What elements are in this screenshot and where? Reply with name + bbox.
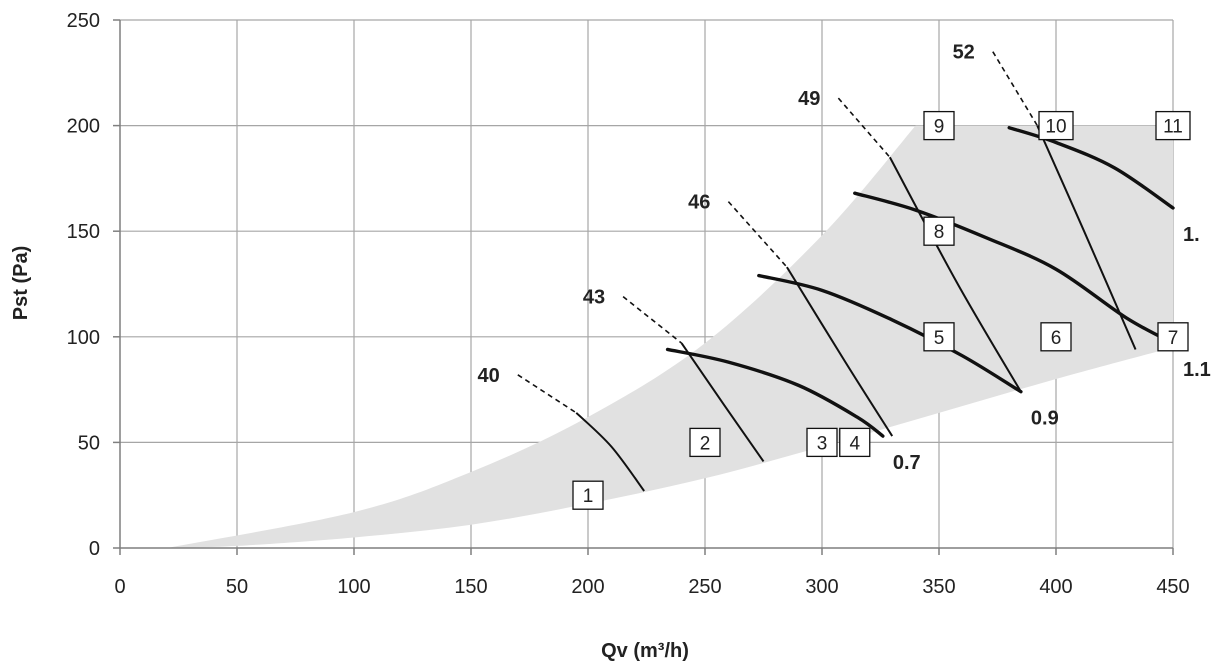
x-axis-title: Qv (m³/h) bbox=[601, 640, 689, 662]
operating-point-label: 11 bbox=[1163, 117, 1183, 138]
speed-label-40: 40 bbox=[478, 365, 500, 387]
y-tick-label: 150 bbox=[67, 221, 100, 243]
speed-label-49: 49 bbox=[798, 88, 820, 110]
operating-point-box bbox=[806, 427, 838, 458]
y-axis-title: Pst (Pa) bbox=[10, 246, 32, 320]
y-tick-label: 50 bbox=[78, 432, 100, 454]
speed-curve-52-dashed bbox=[992, 51, 1038, 127]
operating-point-label: 2 bbox=[700, 433, 711, 454]
operating-point-box bbox=[1157, 322, 1189, 352]
system-label: 0.7 bbox=[893, 452, 921, 474]
y-tick-label: 0 bbox=[89, 538, 100, 560]
operating-point-box bbox=[923, 322, 955, 352]
operating-point-box bbox=[572, 480, 604, 510]
operating-point-box bbox=[1040, 322, 1072, 352]
operating-point-box bbox=[923, 110, 955, 141]
axes: 0 50 100 150 200 250 300 350 400 450 0 50 100 150 200 2… bbox=[67, 10, 1190, 598]
speed-curve-43-dashed bbox=[622, 296, 683, 344]
operating-point-label: 6 bbox=[1051, 328, 1062, 349]
operating-point-label: 8 bbox=[934, 222, 945, 243]
speed-curve-43 bbox=[680, 342, 765, 462]
system-curve-0-7 bbox=[665, 347, 885, 438]
operating-point-1: 1 bbox=[572, 480, 604, 510]
operating-point-label: 10 bbox=[1045, 117, 1066, 138]
operating-point-label: 3 bbox=[817, 433, 828, 454]
x-tick-label: 250 bbox=[688, 576, 721, 598]
operating-point-label: 4 bbox=[849, 433, 860, 454]
operating-point-2: 2 bbox=[689, 427, 721, 458]
speed-curve-40-dashed bbox=[517, 374, 577, 414]
operating-point-box bbox=[1038, 110, 1074, 141]
speed-curve-40 bbox=[575, 412, 645, 492]
operating-point-8: 8 bbox=[923, 216, 955, 246]
operating-point-11: 11 bbox=[1155, 110, 1191, 141]
speed-label-46: 46 bbox=[688, 192, 710, 214]
x-tick-label: 450 bbox=[1156, 576, 1189, 598]
system-label: 1.1 bbox=[1183, 359, 1211, 381]
operating-point-box bbox=[1155, 110, 1191, 141]
operating-point-10: 10 bbox=[1038, 110, 1074, 141]
system-label: 0.9 bbox=[1031, 408, 1059, 430]
operating-point-9: 9 bbox=[923, 110, 955, 141]
speed-curve-49 bbox=[888, 156, 1022, 393]
speed-curve-49-dashed bbox=[837, 97, 891, 158]
operating-region bbox=[166, 125, 1174, 548]
x-tick-label: 0 bbox=[114, 576, 125, 598]
operating-points: 1 2 3 4 5 6 7 8 9 10 11 bbox=[572, 110, 1191, 510]
operating-point-7: 7 bbox=[1157, 322, 1189, 352]
speed-curve-46 bbox=[786, 266, 894, 437]
x-tick-label: 50 bbox=[226, 576, 248, 598]
operating-point-box bbox=[839, 427, 871, 458]
x-tick-label: 200 bbox=[571, 576, 604, 598]
x-tick-label: 150 bbox=[454, 576, 487, 598]
x-tick-label: 400 bbox=[1039, 576, 1072, 598]
system-label: 1. bbox=[1183, 224, 1200, 246]
speed-curves bbox=[517, 51, 1137, 492]
x-tick-label: 100 bbox=[337, 576, 370, 598]
operating-point-6: 6 bbox=[1040, 322, 1072, 352]
y-tick-label: 100 bbox=[67, 327, 100, 349]
speed-label-52: 52 bbox=[953, 42, 975, 64]
operating-point-4: 4 bbox=[839, 427, 871, 458]
operating-point-box bbox=[689, 427, 721, 458]
y-tick-label: 250 bbox=[67, 10, 100, 32]
system-curve-1-1 bbox=[853, 191, 1175, 345]
x-tick-label: 300 bbox=[805, 576, 838, 598]
operating-point-label: 7 bbox=[1168, 328, 1179, 349]
system-curves bbox=[665, 126, 1175, 438]
speed-curve-52 bbox=[1036, 125, 1137, 350]
x-tick-label: 350 bbox=[922, 576, 955, 598]
operating-point-label: 1 bbox=[583, 486, 594, 507]
operating-point-5: 5 bbox=[923, 322, 955, 352]
operating-point-label: 5 bbox=[934, 328, 945, 349]
speed-curve-46-dashed bbox=[727, 201, 788, 268]
system-curve-0-9 bbox=[757, 273, 1023, 394]
operating-point-box bbox=[923, 216, 955, 246]
operating-point-label: 9 bbox=[934, 117, 945, 138]
operating-point-3: 3 bbox=[806, 427, 838, 458]
y-tick-label: 200 bbox=[67, 116, 100, 138]
speed-label-43: 43 bbox=[583, 287, 605, 309]
system-curve-1- bbox=[1007, 126, 1175, 210]
